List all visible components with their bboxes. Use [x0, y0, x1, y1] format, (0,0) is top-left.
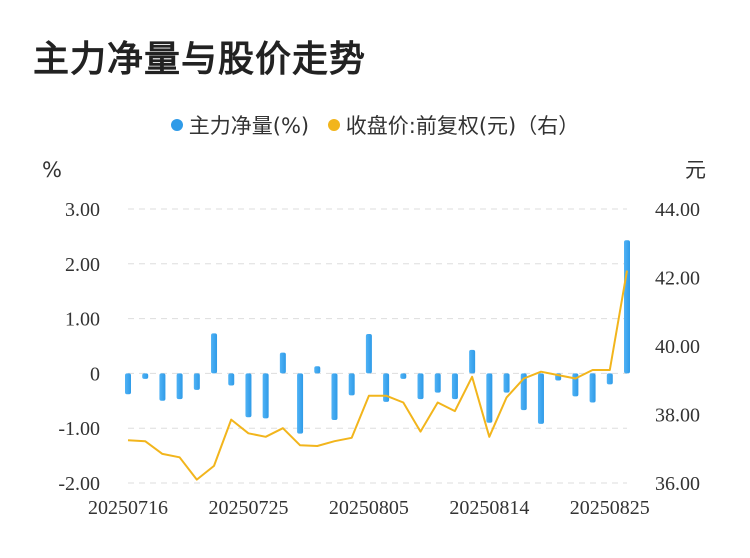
bar: [348, 373, 355, 396]
bar: [176, 373, 183, 400]
bar: [365, 333, 372, 374]
legend-marker-net-volume: [170, 119, 183, 131]
legend-item-close-price[interactable]: 收盘价:前复权(元)（右）: [327, 110, 580, 140]
right-tick-label: 40.00: [655, 336, 700, 358]
bar: [400, 373, 407, 379]
bar: [606, 373, 613, 385]
bar: [417, 373, 424, 400]
x-tick-label: 20250825: [570, 497, 650, 519]
left-tick-label: -2.00: [58, 473, 100, 495]
bar: [159, 373, 166, 401]
bar: [211, 333, 218, 374]
x-tick-label: 20250725: [208, 497, 288, 519]
legend-label-net-volume: 主力净量(%): [188, 114, 310, 138]
bar: [279, 352, 286, 374]
bar: [245, 373, 252, 418]
price-line: [127, 270, 628, 481]
right-tick-label: 36.00: [655, 473, 700, 495]
right-tick-label: 38.00: [655, 405, 700, 427]
bar: [589, 373, 596, 403]
left-axis-unit: %: [42, 158, 62, 182]
chart-title: 主力净量与股价走势: [33, 39, 367, 80]
left-tick-label: 1.00: [65, 309, 100, 331]
legend-item-net-volume[interactable]: 主力净量(%): [170, 110, 310, 140]
right-tick-label: 42.00: [655, 268, 700, 290]
right-axis-unit: 元: [685, 158, 706, 182]
bar: [537, 373, 544, 424]
bar: [451, 373, 458, 400]
bar: [486, 373, 493, 423]
bar: [383, 373, 390, 402]
left-tick-label: 0: [90, 363, 100, 385]
bar: [331, 373, 338, 420]
x-tick-label: 20250805: [329, 497, 409, 519]
bar: [297, 373, 304, 434]
bar: [228, 373, 235, 386]
bar: [624, 240, 630, 374]
bar: [520, 373, 527, 411]
bar: [503, 373, 510, 393]
bar: [125, 373, 131, 395]
left-tick-label: 3.00: [65, 199, 100, 221]
x-tick-label: 20250814: [449, 497, 529, 519]
bar: [314, 366, 321, 374]
bar: [193, 373, 200, 390]
bar: [469, 349, 476, 374]
right-tick-label: 44.00: [655, 199, 700, 221]
bar: [142, 373, 149, 379]
legend: 主力净量(%) 收盘价:前复权(元)（右）: [0, 110, 750, 140]
left-tick-label: -1.00: [58, 418, 100, 440]
left-tick-label: 2.00: [65, 254, 100, 276]
bar: [434, 373, 441, 393]
x-tick-label: 20250716: [88, 497, 168, 519]
legend-label-close-price: 收盘价:前复权(元)（右）: [345, 114, 580, 138]
bar: [262, 373, 269, 419]
legend-marker-close-price: [327, 119, 340, 131]
